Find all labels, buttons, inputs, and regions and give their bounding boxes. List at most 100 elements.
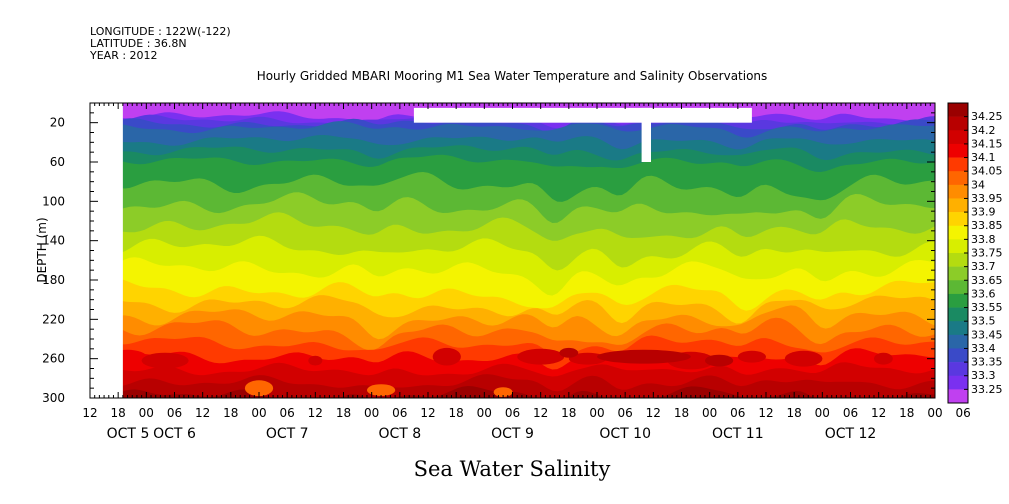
latitude-label: LATITUDE : 36.8N: [90, 37, 187, 50]
variable-label: Sea Water Salinity: [414, 457, 611, 481]
x-tick-label: 18: [449, 406, 464, 420]
colorbar-swatch: [948, 375, 968, 390]
no-data-notch: [641, 107, 651, 162]
colorbar-swatch: [948, 103, 968, 117]
colorbar-label: 33.8: [971, 233, 996, 246]
colorbar-swatch: [948, 212, 968, 227]
x-tick-label: 18: [561, 406, 576, 420]
colorbar-label: 33.6: [971, 287, 996, 300]
x-tick-label: 00: [477, 406, 492, 420]
y-tick-label: 300: [42, 391, 65, 405]
y-tick-label: 20: [50, 116, 65, 130]
colorbar-swatch: [948, 266, 968, 281]
x-tick-label: 06: [618, 406, 633, 420]
x-tick-label: 12: [308, 406, 323, 420]
colorbar-label: 34.05: [971, 165, 1003, 178]
salinity-patch-3: [432, 347, 461, 366]
colorbar-swatch: [948, 348, 968, 363]
x-day-label: OCT 5: [107, 426, 150, 442]
x-tick-label: 00: [251, 406, 266, 420]
colorbar-label: 33.7: [971, 260, 996, 273]
colorbar-label: 33.85: [971, 219, 1003, 232]
x-tick-label: 00: [815, 406, 830, 420]
colorbar-label: 34.1: [971, 151, 996, 164]
salinity-patch-11: [559, 347, 579, 358]
colorbar-swatch: [948, 389, 968, 404]
x-tick-label: 00: [589, 406, 604, 420]
x-axis: 12 18 00 06 12 18 00 06 12 18 00 06 12 18 00 06 12 18 00 06…: [82, 103, 971, 442]
colorbar-label: 34.2: [971, 124, 996, 137]
colorbar-swatch: [948, 307, 968, 322]
x-tick-label: 18: [336, 406, 351, 420]
colorbar-label: 33.3: [971, 369, 996, 382]
x-tick-label: 06: [392, 406, 407, 420]
colorbar-label: 33.45: [971, 328, 1003, 341]
colorbar-label: 34: [971, 178, 985, 191]
x-tick-label: 12: [758, 406, 773, 420]
contour-bands: [90, 103, 935, 398]
x-tick-label: 06: [280, 406, 295, 420]
colorbar-swatch: [948, 198, 968, 213]
y-tick-label: 140: [42, 234, 65, 248]
y-tick-label: 220: [42, 312, 65, 326]
colorbar-swatch: [948, 293, 968, 308]
colorbar-label: 34.15: [971, 137, 1003, 150]
y-axis-label: DEPTH (m): [35, 217, 49, 282]
x-tick-label: 18: [111, 406, 126, 420]
x-day-label: OCT 11: [712, 426, 764, 442]
colorbar-swatch: [948, 321, 968, 336]
colorbar-label: 33.4: [971, 342, 996, 355]
colorbar-label: 33.55: [971, 301, 1003, 314]
colorbar-swatch: [948, 157, 968, 172]
x-tick-label: 06: [730, 406, 745, 420]
x-day-label: OCT 8: [378, 426, 421, 442]
contour-band-21: [106, 386, 935, 398]
chart-title: Hourly Gridded MBARI Mooring M1 Sea Wate…: [257, 69, 768, 83]
no-data-top: [413, 107, 752, 123]
x-tick-label: 18: [223, 406, 238, 420]
colorbar-swatch: [948, 362, 968, 377]
salinity-patch-13: [244, 380, 274, 397]
salinity-patch-10: [597, 349, 691, 364]
salinity-patch-12: [705, 354, 734, 367]
longitude-label: LONGITUDE : 122W(-122): [90, 25, 231, 38]
salinity-patch-2: [308, 355, 323, 366]
colorbar-swatch: [948, 171, 968, 186]
x-day-label: OCT 7: [266, 426, 309, 442]
y-tick-label: 100: [42, 194, 65, 208]
x-day-label: OCT 9: [491, 426, 534, 442]
x-tick-label: 18: [787, 406, 802, 420]
colorbar-swatch: [948, 116, 968, 131]
x-tick-label: 06: [956, 406, 971, 420]
plot-area: [89, 102, 936, 399]
x-tick-label: 06: [167, 406, 182, 420]
y-tick-label: 180: [42, 273, 65, 287]
salinity-patch-1: [141, 352, 189, 369]
x-tick-label: 12: [420, 406, 435, 420]
x-tick-label: 18: [899, 406, 914, 420]
colorbar-swatch: [948, 143, 968, 158]
colorbar: 34.2534.234.1534.134.053433.9533.933.853…: [947, 102, 1003, 404]
x-day-label: OCT 12: [825, 426, 877, 442]
year-label: YEAR : 2012: [89, 49, 158, 62]
colorbar-label: 33.25: [971, 383, 1003, 396]
colorbar-label: 33.75: [971, 247, 1003, 260]
colorbar-swatch: [948, 334, 968, 349]
colorbar-label: 33.95: [971, 192, 1003, 205]
y-axis: 20 60 100 140 180 220 260 300: [42, 102, 935, 405]
x-day-label: OCT 10: [599, 426, 651, 442]
salinity-patch-4: [517, 348, 565, 365]
x-tick-label: 00: [927, 406, 942, 420]
y-tick-label: 260: [42, 352, 65, 366]
x-tick-label: 12: [646, 406, 661, 420]
colorbar-label: 34.25: [971, 110, 1003, 123]
x-tick-label: 00: [139, 406, 154, 420]
x-tick-label: 12: [533, 406, 548, 420]
no-data-left: [90, 103, 123, 398]
colorbar-label: 33.5: [971, 315, 996, 328]
x-tick-label: 06: [843, 406, 858, 420]
y-tick-label: 60: [50, 155, 65, 169]
colorbar-swatch: [948, 225, 968, 240]
x-day-label: OCT 6: [153, 426, 196, 442]
